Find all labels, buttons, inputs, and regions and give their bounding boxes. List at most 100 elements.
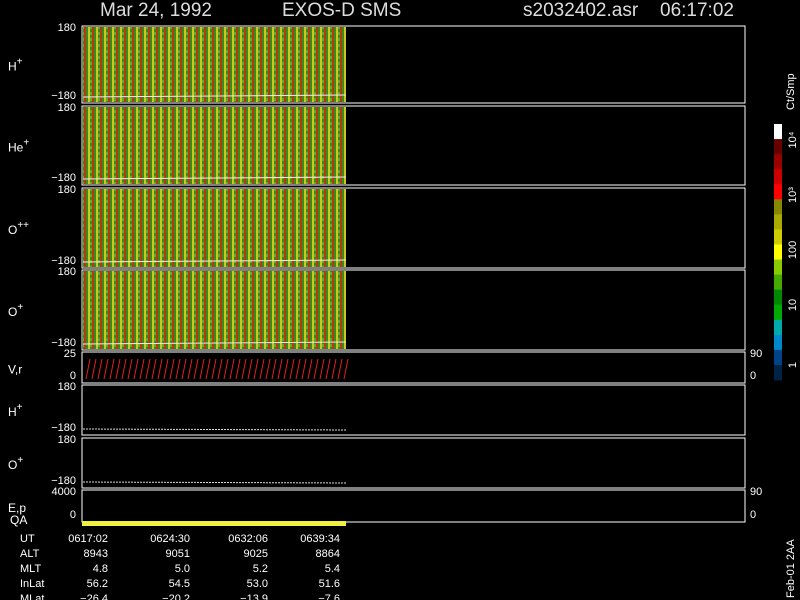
table-cell: 0632:06: [228, 533, 268, 545]
axis-bottom: −180: [51, 172, 76, 184]
footer: Feb-01 2AA: [785, 539, 797, 598]
table-row-label: UT: [20, 533, 35, 545]
label-text: O: [8, 305, 17, 319]
panel-label: O+: [8, 455, 23, 472]
colorbar-cell: [774, 229, 782, 245]
spectrogram: [83, 27, 346, 102]
colorbar-label: 10³: [787, 187, 799, 203]
colorbar-cell: [774, 259, 782, 276]
colorbar-cell: [774, 154, 782, 170]
qa-bar: [82, 521, 346, 526]
colorbar-cell: [774, 199, 782, 215]
trace: [82, 341, 347, 345]
axis-bottom: −180: [51, 422, 76, 434]
table-cell: 8943: [84, 548, 108, 560]
panel-label: V,r: [8, 363, 22, 377]
axis-bottom: −180: [51, 90, 76, 102]
table-cell: 0624:30: [150, 533, 190, 545]
table-cell: 54.5: [169, 578, 190, 590]
colorbar-cell: [774, 274, 782, 291]
panel-frame: [81, 351, 746, 384]
instrument: EXOS-D SMS: [282, 0, 401, 21]
table-cell: −26.4: [80, 593, 108, 600]
axis-top: 180: [58, 266, 76, 278]
colorbar-cell: [774, 349, 782, 366]
panel-frame: [81, 105, 746, 186]
table-cell: 51.6: [319, 578, 340, 590]
right-bottom: 0: [750, 509, 756, 521]
table-cell: 9051: [166, 548, 190, 560]
right-bottom: 0: [750, 370, 756, 382]
label-sup: +: [17, 57, 23, 68]
panel-frame: [81, 489, 746, 523]
panel-label: O+: [8, 302, 23, 319]
table-cell: 0617:02: [68, 533, 108, 545]
colorbar-cell: [774, 289, 782, 306]
file: s2032402.asr: [523, 0, 639, 21]
label-text: H: [8, 405, 17, 419]
panel-label: O++: [8, 220, 29, 237]
table-cell: 5.0: [175, 563, 190, 575]
table-cell: 9025: [244, 548, 268, 560]
label-text: V,r: [8, 363, 22, 377]
colorbar-cell: [774, 334, 782, 351]
panels: H+180−180He+180−180O++180−180O+180−180V,…: [8, 22, 762, 523]
label-text: E,p: [8, 501, 26, 515]
axis-bottom: 0: [70, 509, 76, 521]
colorbar-cell: [774, 304, 782, 321]
table-cell: 8864: [316, 548, 340, 560]
axis-bottom: −180: [51, 255, 76, 267]
colorbar-label: 1: [787, 362, 799, 368]
axis-top: 180: [58, 434, 76, 446]
trace: [82, 428, 347, 431]
trace: [82, 259, 347, 263]
panel-label: He+: [8, 138, 29, 155]
colorbar-cell: [774, 169, 782, 185]
qa-label: QA: [10, 513, 27, 527]
table-cell: 56.2: [87, 578, 108, 590]
axis-top: 180: [58, 22, 76, 34]
panel-frame: [81, 187, 746, 269]
colorbar-cell: [774, 214, 782, 230]
axis-top: 180: [58, 381, 76, 393]
spectrogram: [83, 107, 346, 184]
axis-top: 180: [58, 184, 76, 196]
spectrogram: [83, 271, 346, 349]
table-cell: 0639:34: [300, 533, 340, 545]
axis-top: 25: [64, 348, 76, 360]
panel-label: H+: [8, 402, 23, 419]
table-row-label: InLat: [20, 578, 44, 590]
table-row-label: ALT: [20, 548, 40, 560]
axis-bottom: −180: [51, 337, 76, 349]
time: 06:17:02: [660, 0, 734, 21]
axis-bottom: −180: [51, 475, 76, 487]
spectrogram: [83, 189, 346, 267]
panel-frame: [81, 269, 746, 351]
trace: [82, 481, 347, 484]
label-sup: +: [17, 402, 23, 413]
right-top: 90: [750, 486, 762, 498]
label-sup: +: [17, 455, 23, 466]
colorbar-cell: [774, 124, 782, 140]
table-cell: 5.2: [253, 563, 268, 575]
info-table: UT 0617:02 0624:30 0632:06 0639:34 ALT 8943 905…: [20, 533, 340, 600]
velocity-trace: [85, 358, 349, 380]
table-cell: 4.8: [93, 563, 108, 575]
panel-label: H+: [8, 57, 23, 74]
table-cell: 53.0: [247, 578, 268, 590]
trace: [82, 176, 347, 180]
label-text: O: [8, 223, 17, 237]
colorbar-cell: [774, 319, 782, 336]
colorbar-label: 100: [787, 241, 799, 259]
label-text: He: [8, 141, 24, 155]
table-row-label: MLT: [20, 563, 41, 575]
trace: [82, 94, 347, 98]
panel-frame: [81, 25, 746, 104]
colorbar-cell: [774, 139, 782, 155]
table-row-label: MLat: [20, 593, 44, 600]
axis-bottom: 0: [70, 370, 76, 382]
label-sup: ++: [17, 220, 29, 231]
panel-frame: [81, 384, 746, 436]
colorbar: 10⁴ 10³ 100 10 1: [774, 124, 799, 381]
